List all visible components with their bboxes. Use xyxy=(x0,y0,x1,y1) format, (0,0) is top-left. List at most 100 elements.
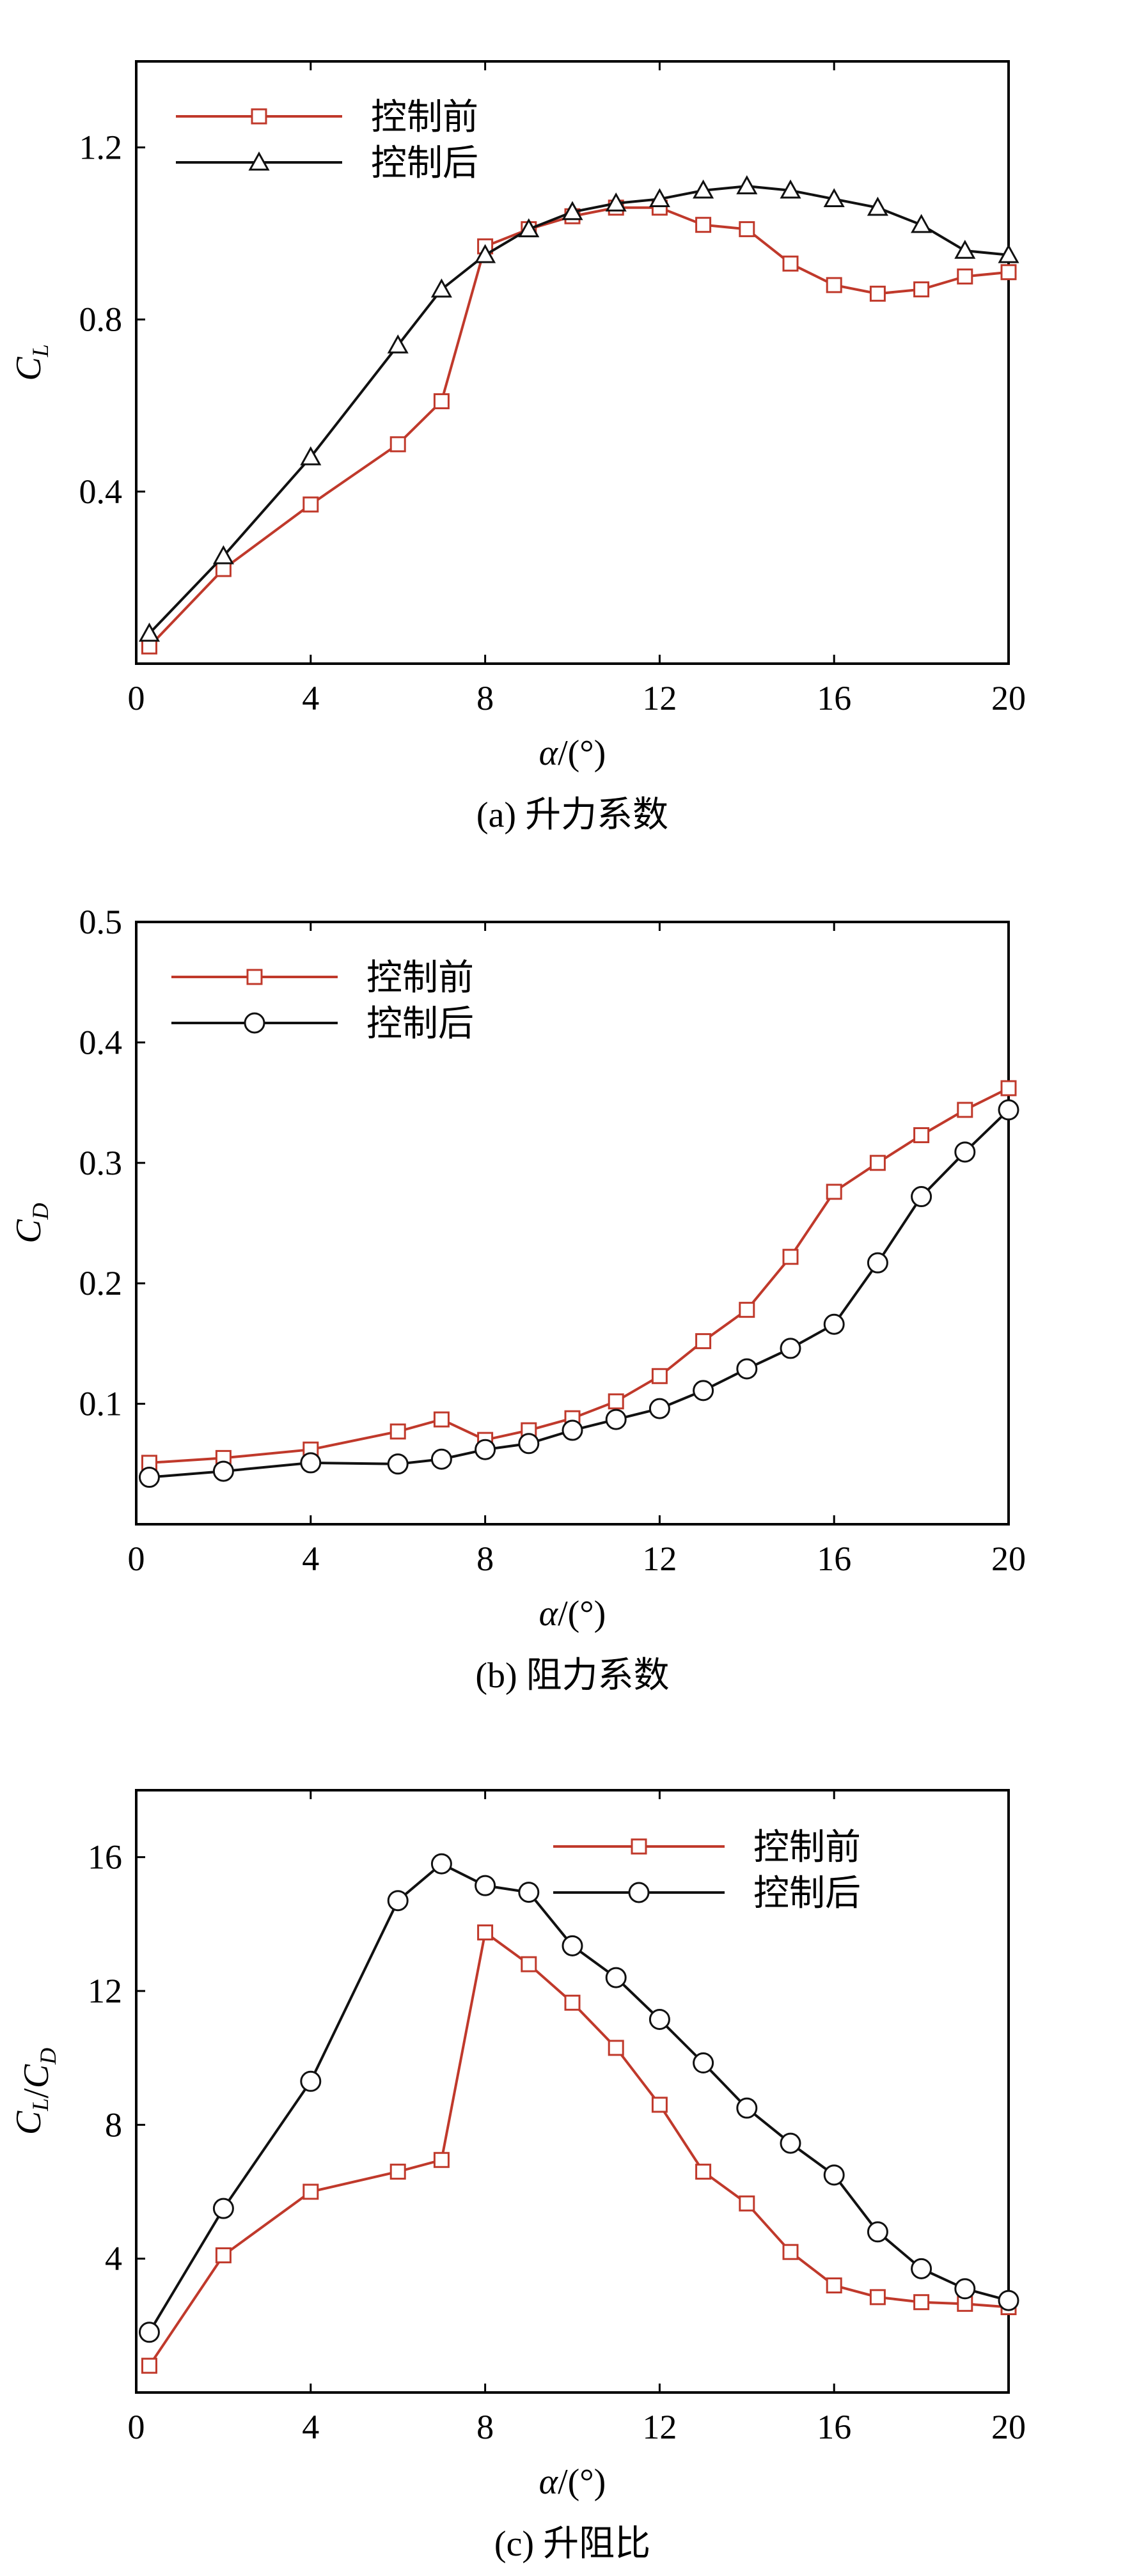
series-line xyxy=(148,1862,1009,2333)
plot-frame xyxy=(135,60,1010,665)
data-point xyxy=(387,334,409,354)
legend-entry: 控制后 xyxy=(171,1004,474,1044)
data-point xyxy=(649,188,670,208)
series-after xyxy=(138,175,1019,642)
x-axis-title: α/(°) xyxy=(539,2462,606,2502)
series-line xyxy=(148,185,1009,635)
data-point xyxy=(1000,1080,1017,1097)
x-tick-label: 16 xyxy=(817,2408,851,2446)
data-point xyxy=(867,2221,888,2243)
data-point xyxy=(303,496,319,513)
data-point xyxy=(433,393,450,410)
data-point xyxy=(475,244,496,263)
data-point xyxy=(826,2277,842,2294)
legend-label: 控制后 xyxy=(753,1874,861,1914)
chart-caption: (a) 升力系数 xyxy=(476,795,668,835)
x-tick-label: 20 xyxy=(991,2408,1026,2446)
data-point xyxy=(564,1994,581,2011)
data-point xyxy=(954,2278,976,2300)
data-point xyxy=(605,1409,627,1430)
legend-entry: 控制前 xyxy=(553,1828,861,1868)
data-point xyxy=(387,1890,409,1912)
data-point xyxy=(651,2096,668,2113)
data-point xyxy=(651,1368,668,1384)
data-point xyxy=(736,175,758,194)
legend-label: 控制前 xyxy=(753,1828,861,1868)
data-point xyxy=(867,196,888,216)
chart-panel-2: 0 4 8 12 16 20 0.1 0.2 0.3 0.4 0.5 α/(°) CD (b) 阻力系数 控… xyxy=(9,903,1026,1696)
x-tick-label: 20 xyxy=(991,1540,1026,1578)
data-point xyxy=(957,1102,973,1118)
data-point xyxy=(998,2290,1019,2311)
data-point xyxy=(1000,264,1017,281)
data-point xyxy=(823,2164,845,2186)
legend-marker xyxy=(248,151,270,171)
data-point xyxy=(911,1186,932,1208)
data-point xyxy=(138,1467,160,1488)
data-point xyxy=(430,1853,452,1875)
x-axis-title: α/(°) xyxy=(539,1594,606,1634)
legend-label: 控制后 xyxy=(366,1004,474,1044)
y-tick-label: 8 xyxy=(105,2105,122,2144)
x-tick-label: 12 xyxy=(642,2408,677,2446)
data-point xyxy=(477,1924,494,1940)
data-point xyxy=(300,2070,322,2092)
data-point xyxy=(826,277,842,293)
x-tick-label: 4 xyxy=(302,1540,319,1578)
x-tick-label: 0 xyxy=(128,2408,145,2446)
y-tick-label: 0.1 xyxy=(79,1385,123,1423)
y-tick-label: 0.4 xyxy=(79,472,123,511)
legend-label: 控制后 xyxy=(371,144,478,183)
y-axis-title: CL xyxy=(9,344,53,380)
legend-marker xyxy=(246,969,263,985)
y-tick-label: 0.5 xyxy=(79,903,123,941)
legend-entry: 控制前 xyxy=(176,98,478,137)
data-point xyxy=(739,2195,755,2212)
data-point xyxy=(475,1875,496,1896)
x-tick-label: 8 xyxy=(476,679,494,717)
data-point xyxy=(300,446,322,465)
data-point xyxy=(782,2244,799,2260)
legend-marker xyxy=(631,1838,647,1855)
series-after xyxy=(138,1099,1019,1488)
data-point xyxy=(780,2132,801,2154)
data-point xyxy=(693,179,714,199)
x-tick-label: 0 xyxy=(128,679,145,717)
data-point xyxy=(608,1393,624,1410)
y-tick-label: 4 xyxy=(105,2240,122,2278)
legend-marker xyxy=(244,1012,265,1034)
data-point xyxy=(562,1419,583,1441)
data-point xyxy=(998,244,1019,263)
data-point xyxy=(387,1453,409,1475)
data-point xyxy=(739,1302,755,1318)
legend-entry: 控制前 xyxy=(171,958,474,998)
data-point xyxy=(215,2247,232,2263)
x-tick-label: 12 xyxy=(642,679,677,717)
series-line xyxy=(149,1109,1010,1479)
data-point xyxy=(782,255,799,272)
data-point xyxy=(433,1411,450,1428)
y-tick-label: 0.3 xyxy=(79,1144,123,1182)
y-tick-label: 12 xyxy=(88,1972,122,2010)
series-after xyxy=(138,1853,1019,2343)
x-tick-label: 4 xyxy=(302,679,319,717)
x-axis-title: α/(°) xyxy=(539,733,606,773)
data-point xyxy=(389,436,406,453)
data-point xyxy=(605,1967,627,1988)
legend-label: 控制前 xyxy=(366,958,474,998)
x-tick-label: 12 xyxy=(642,1540,677,1578)
data-point xyxy=(212,1460,234,1482)
data-point xyxy=(695,217,712,233)
data-point xyxy=(430,278,452,298)
data-point xyxy=(823,188,845,208)
y-tick-label: 0.4 xyxy=(79,1023,123,1061)
data-point xyxy=(736,1358,758,1380)
y-axis-title: CD xyxy=(9,1203,53,1243)
data-point xyxy=(389,2164,406,2180)
data-point xyxy=(605,192,627,212)
data-point xyxy=(913,281,930,298)
data-point xyxy=(212,545,234,565)
